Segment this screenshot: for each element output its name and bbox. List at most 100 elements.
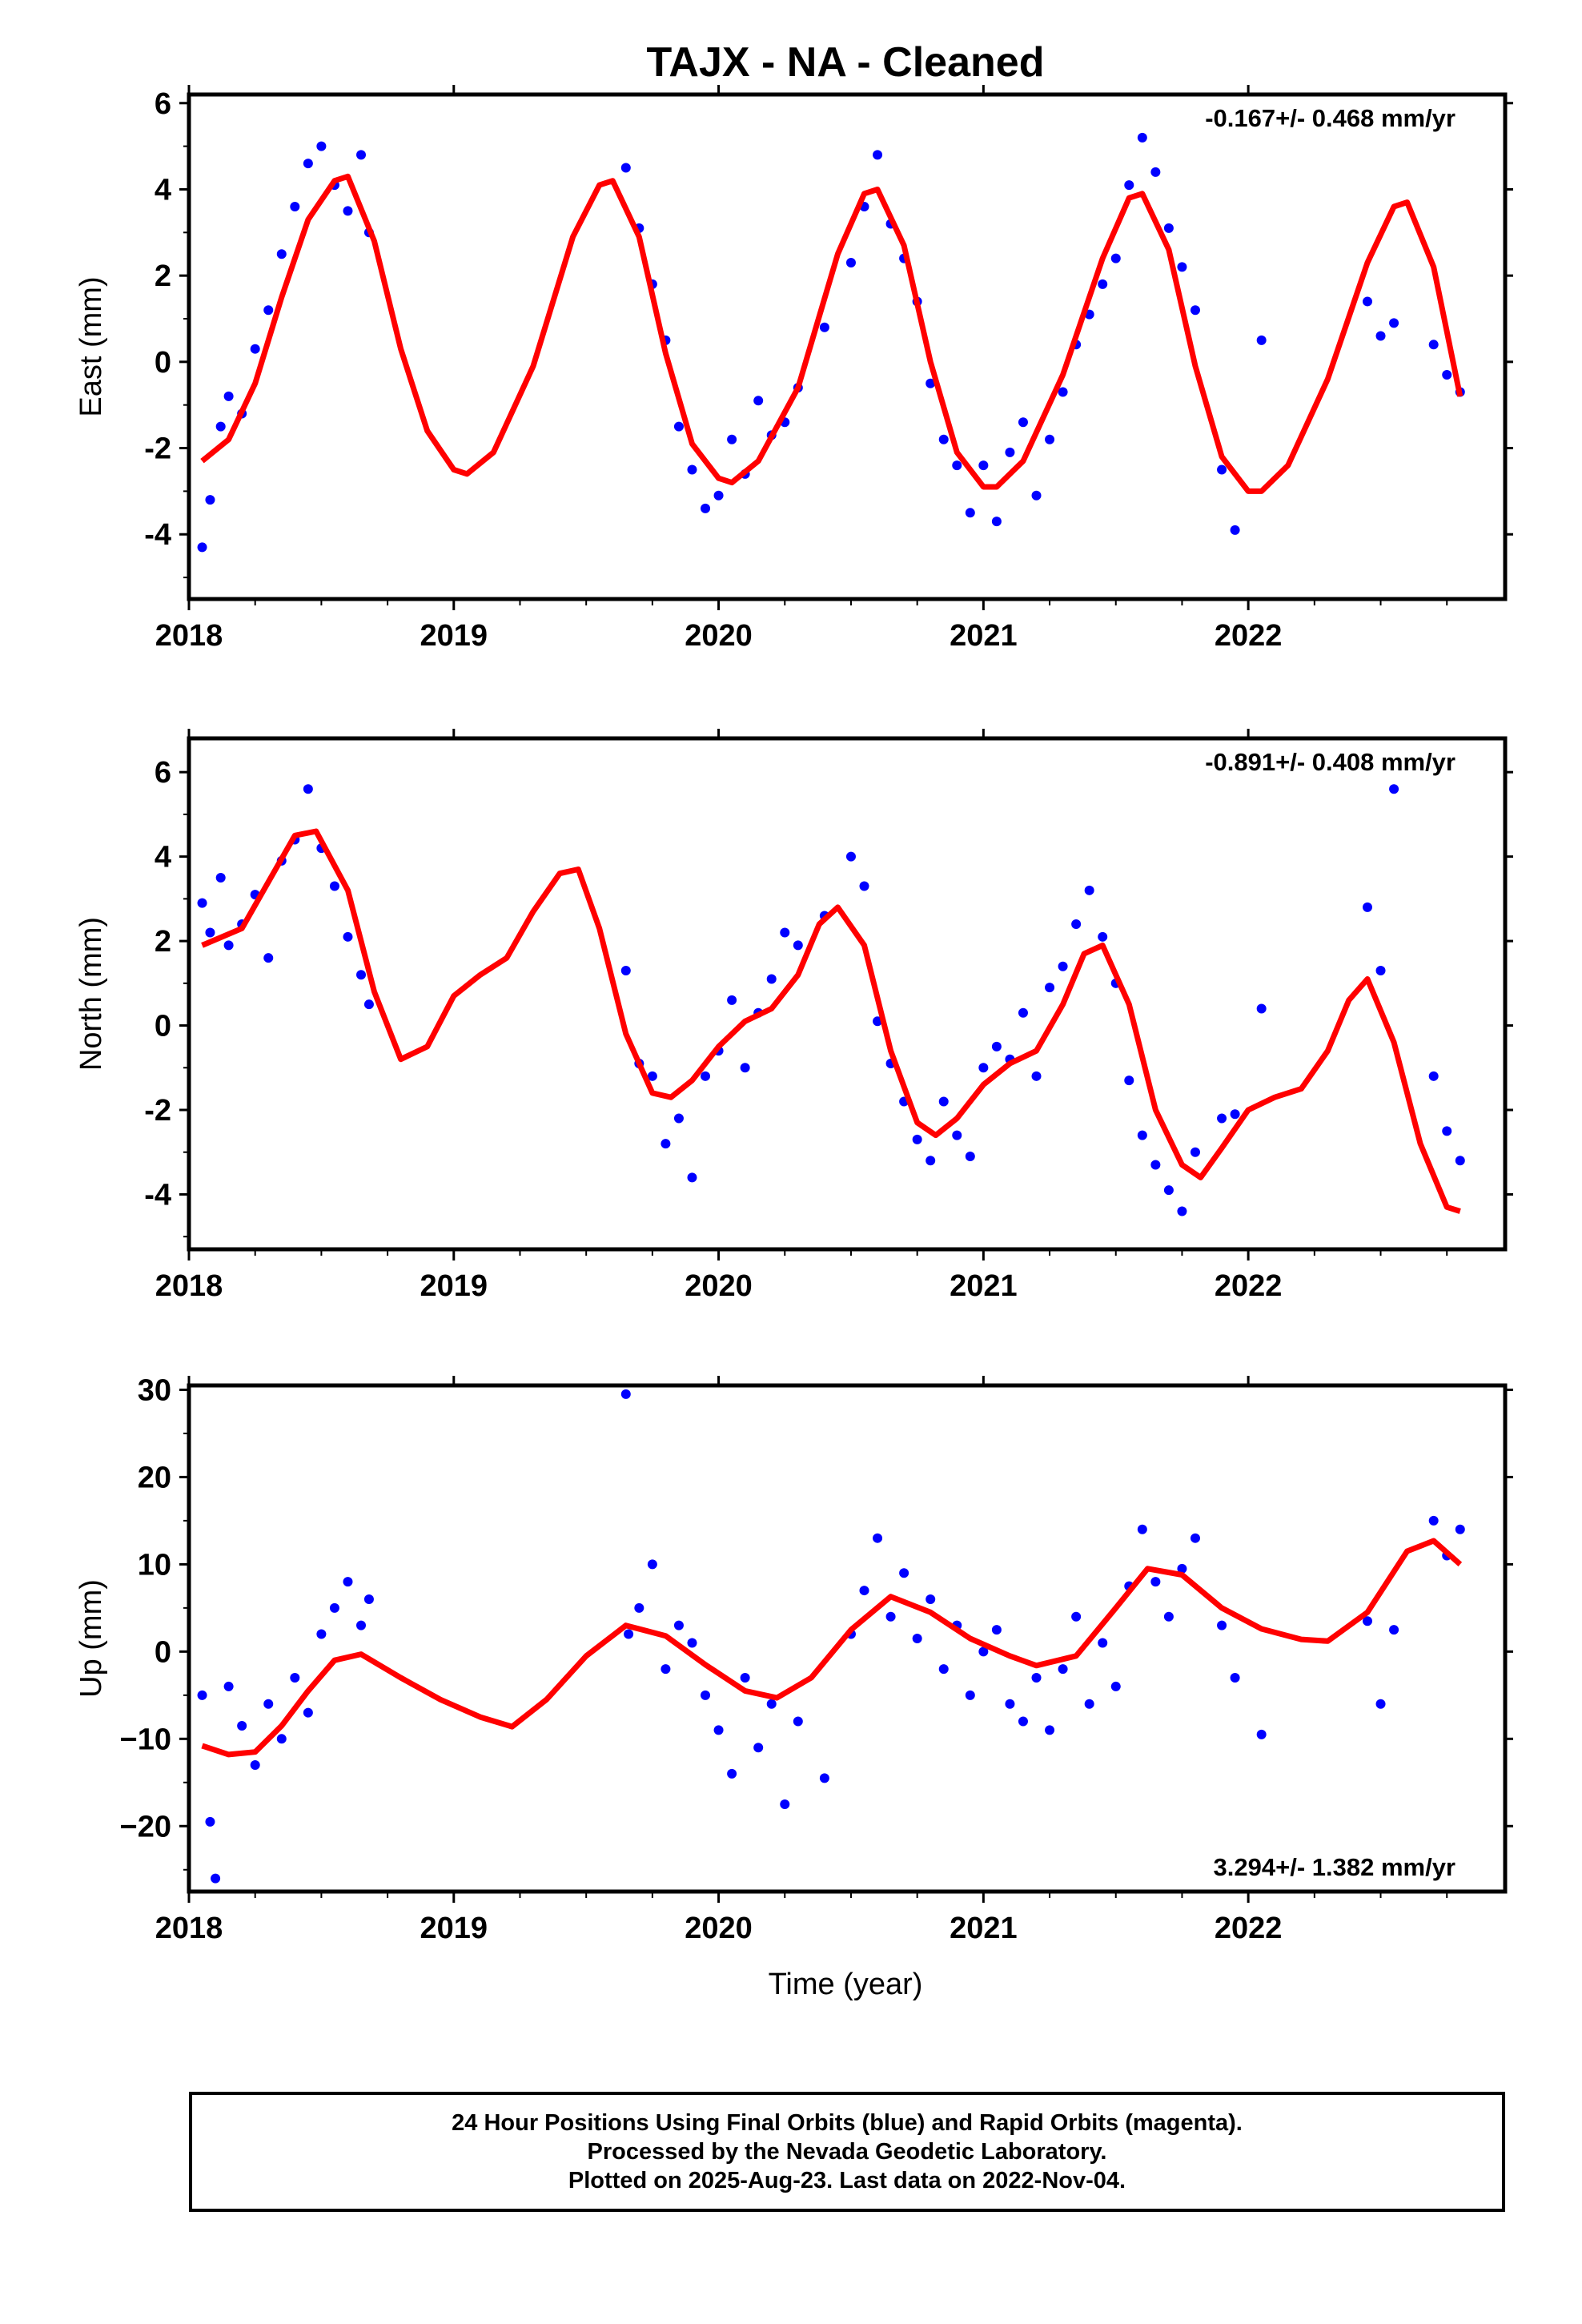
data-point	[1150, 167, 1161, 177]
data-point	[661, 1664, 671, 1675]
x-axis-label: Time (year)	[769, 1968, 923, 2001]
x-tick-label: 2019	[420, 1912, 488, 1945]
footer-note-box: 24 Hour Positions Using Final Orbits (bl…	[189, 2092, 1505, 2212]
footer-line-plot-date: Plotted on 2025-Aug-23. Last data on 202…	[568, 2168, 1126, 2193]
data-point	[250, 1760, 260, 1770]
data-point	[1150, 1577, 1161, 1587]
data-point	[1163, 223, 1174, 233]
data-point	[1428, 340, 1439, 350]
data-point	[1230, 1673, 1240, 1683]
data-point	[1428, 1515, 1439, 1526]
model-fit-line	[200, 173, 1464, 494]
y-tick-label: -4	[144, 1178, 171, 1212]
x-tick-label: 2018	[155, 619, 223, 653]
data-point	[356, 1620, 367, 1630]
data-point	[1058, 1664, 1068, 1675]
data-point	[250, 344, 260, 354]
data-point	[1124, 1076, 1134, 1086]
data-point	[1256, 335, 1267, 345]
data-point	[1018, 1007, 1028, 1018]
data-point	[647, 1559, 657, 1570]
data-point	[276, 1734, 287, 1744]
data-point	[1217, 1113, 1227, 1124]
data-point	[1005, 1699, 1015, 1709]
data-point	[701, 1690, 711, 1700]
y-tick-label: 0	[155, 1010, 171, 1043]
data-point	[303, 784, 313, 794]
data-point	[624, 1629, 634, 1639]
y-tick-label: −20	[120, 1810, 171, 1844]
data-point	[634, 1602, 644, 1613]
data-point	[1217, 1620, 1227, 1630]
data-point	[1455, 1156, 1465, 1166]
data-point	[1084, 1699, 1094, 1709]
data-point	[211, 1873, 221, 1884]
y-tick-label: 10	[138, 1548, 171, 1582]
data-point	[197, 898, 207, 908]
data-point	[1389, 784, 1399, 794]
x-tick-label: 2019	[420, 1269, 488, 1303]
x-tick-label: 2022	[1215, 1269, 1283, 1303]
data-point	[926, 1156, 936, 1166]
data-point	[885, 1611, 896, 1622]
data-point	[819, 322, 829, 332]
y-axis-label: Up (mm)	[74, 1579, 108, 1698]
data-point	[215, 873, 226, 883]
data-point	[873, 1533, 883, 1543]
data-point	[926, 1594, 936, 1604]
panel-frame	[187, 92, 1508, 601]
data-point	[978, 1647, 989, 1657]
data-point	[1442, 1126, 1452, 1136]
chart-title: TAJX - NA - Cleaned	[647, 39, 1045, 86]
data-point	[1375, 966, 1386, 975]
data-point	[727, 995, 737, 1005]
data-point	[793, 940, 803, 951]
model-fit-line	[201, 828, 1461, 1214]
data-point	[197, 542, 207, 553]
data-point	[205, 1816, 215, 1827]
data-point	[1150, 1160, 1161, 1170]
data-point	[1256, 1729, 1267, 1739]
data-point	[1375, 1699, 1386, 1709]
data-point	[329, 881, 339, 891]
data-point	[1031, 1673, 1042, 1683]
data-point	[1389, 318, 1399, 328]
data-point	[793, 1716, 803, 1727]
data-point	[1045, 1725, 1055, 1735]
panel-up: −20 −10 0 10 20 30 2018 2019 2020 2021 2022 Up (mm)…	[74, 1373, 1513, 1945]
data-point	[1018, 417, 1028, 428]
y-tick-label: 2	[155, 925, 171, 959]
x-tick-label: 2022	[1215, 619, 1283, 653]
data-point	[1045, 434, 1055, 444]
data-point	[647, 1071, 657, 1081]
data-point	[1031, 490, 1042, 501]
data-point	[356, 970, 367, 980]
data-point	[343, 1577, 353, 1587]
data-point	[991, 1625, 1002, 1635]
data-point	[859, 1586, 869, 1596]
data-point	[620, 1389, 631, 1399]
data-point	[673, 1113, 684, 1124]
data-point	[727, 434, 737, 444]
data-point	[701, 1071, 711, 1081]
data-point	[965, 1690, 975, 1700]
data-point	[329, 1602, 339, 1613]
x-tick-label: 2018	[155, 1269, 223, 1303]
data-point	[859, 881, 869, 891]
data-point	[845, 258, 856, 267]
data-point	[1190, 305, 1200, 316]
y-axis-label: North (mm)	[74, 917, 108, 1071]
x-tick-label: 2022	[1215, 1912, 1283, 1945]
data-point	[687, 1172, 697, 1183]
velocity-rate-label: 3.294+/- 1.382 mm/yr	[1214, 1853, 1456, 1881]
data-point	[1217, 464, 1227, 475]
data-point	[1256, 1003, 1267, 1014]
data-point	[965, 1152, 975, 1161]
data-point	[1163, 1611, 1174, 1622]
data-point	[290, 1673, 300, 1683]
data-point	[753, 1743, 764, 1753]
data-point	[912, 1134, 922, 1144]
data-point	[343, 206, 353, 216]
data-point	[687, 464, 697, 475]
footer-line-processed-by: Processed by the Nevada Geodetic Laborat…	[587, 2139, 1107, 2165]
